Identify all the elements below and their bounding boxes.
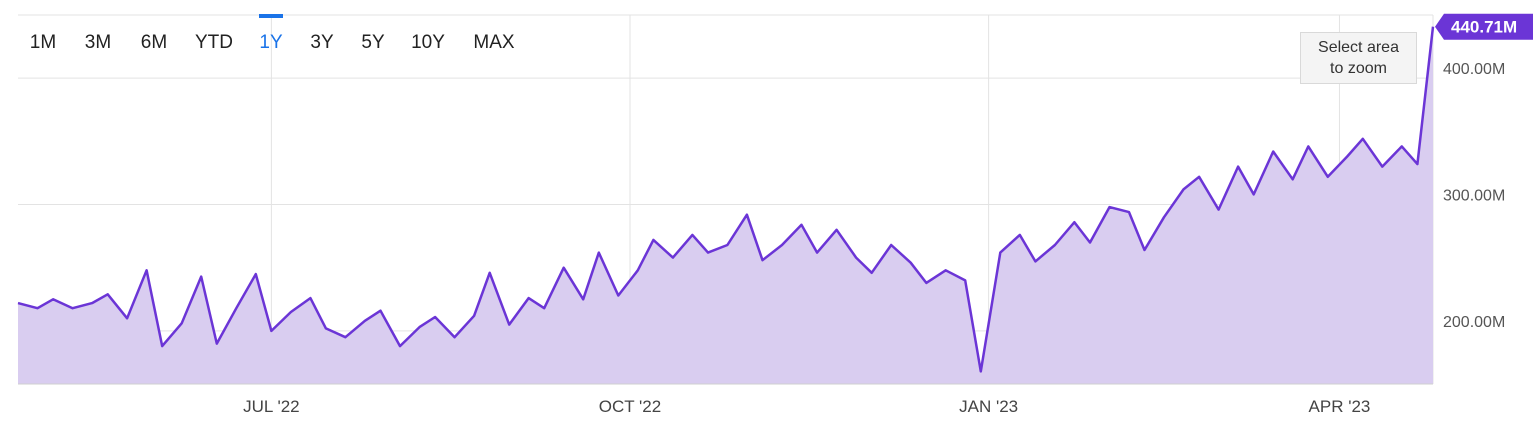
last-value-badge-bg — [1435, 13, 1533, 40]
chart-area-layer — [17, 26, 1435, 385]
y-tick-label: 300.00M — [1443, 188, 1505, 205]
range-button-10y[interactable]: 10Y — [411, 32, 445, 53]
range-button-ytd[interactable]: YTD — [195, 32, 233, 53]
range-button-6m[interactable]: 6M — [141, 32, 167, 53]
range-button-max[interactable]: MAX — [473, 32, 515, 53]
zoom-hint-line1: Select area — [1318, 39, 1399, 56]
x-tick-label: JAN '23 — [959, 397, 1018, 416]
x-tick-label: APR '23 — [1309, 397, 1371, 416]
last-value-label: 440.71M — [1451, 18, 1517, 37]
range-active-indicator — [259, 14, 283, 18]
y-tick-label: 400.00M — [1443, 61, 1505, 78]
x-axis: JUL '22 OCT '22 JAN '23 APR '23 — [243, 397, 1370, 416]
x-tick-label: JUL '22 — [243, 397, 299, 416]
last-value-badge: 440.71M — [1435, 13, 1533, 40]
range-selector[interactable]: 1M 3M 6M YTD 1Y 3Y 5Y 10Y MAX — [30, 14, 515, 53]
range-button-3m[interactable]: 3M — [85, 32, 111, 53]
zoom-hint-tooltip: Select area to zoom — [1300, 32, 1417, 84]
series-line — [17, 26, 1435, 373]
zoom-hint-line2: to zoom — [1330, 60, 1387, 77]
range-button-1y[interactable]: 1Y — [259, 32, 283, 53]
range-button-1m[interactable]: 1M — [30, 32, 56, 53]
series-area-fill — [18, 26, 1433, 384]
range-button-3y[interactable]: 3Y — [310, 32, 334, 53]
y-axis: 200.00M 300.00M 400.00M — [1443, 61, 1505, 331]
x-tick-label: OCT '22 — [599, 397, 661, 416]
range-button-5y[interactable]: 5Y — [361, 32, 385, 53]
y-tick-label: 200.00M — [1443, 314, 1505, 331]
